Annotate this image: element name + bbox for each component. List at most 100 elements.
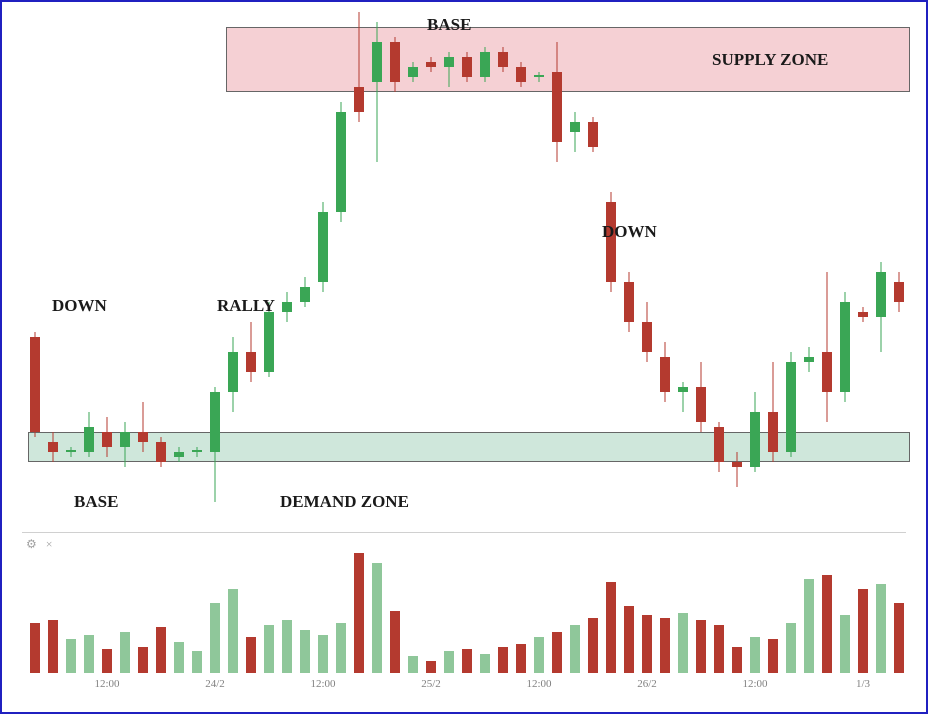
candlestick: [678, 12, 688, 512]
candlestick: [228, 12, 238, 512]
candlestick: [120, 12, 130, 512]
candlestick: [84, 12, 94, 512]
volume-bar: [462, 649, 472, 673]
volume-bar: [786, 623, 796, 673]
candlestick: [498, 12, 508, 512]
x-axis: 12:0024/212:0025/212:0026/212:001/3: [22, 674, 906, 704]
candlestick: [588, 12, 598, 512]
volume-bar: [480, 654, 490, 673]
candlestick: [336, 12, 346, 512]
xaxis-tick-label: 26/2: [637, 678, 657, 690]
volume-bar: [444, 651, 454, 673]
candlestick: [30, 12, 40, 512]
candlestick: [156, 12, 166, 512]
volume-bar: [570, 625, 580, 673]
candlestick: [534, 12, 544, 512]
volume-bar: [336, 623, 346, 673]
annotation-label: BASE: [427, 15, 471, 35]
volume-bar: [408, 656, 418, 673]
candlestick: [426, 12, 436, 512]
candlestick: [390, 12, 400, 512]
volume-bar: [174, 642, 184, 673]
volume-bar: [894, 603, 904, 673]
volume-bar: [426, 661, 436, 673]
candlestick: [516, 12, 526, 512]
annotation-label: DOWN: [602, 222, 657, 242]
annotation-label: RALLY: [217, 296, 275, 316]
volume-bar: [102, 649, 112, 673]
volume-bar: [606, 582, 616, 673]
candlestick: [552, 12, 562, 512]
volume-bar: [48, 620, 58, 673]
volume-bar: [300, 630, 310, 673]
volume-bar: [732, 647, 742, 673]
candlestick: [876, 12, 886, 512]
volume-bar: [210, 603, 220, 673]
volume-bar: [498, 647, 508, 673]
chart-frame: BASESUPPLY ZONEDOWNRALLYDOWNBASEDEMAND Z…: [0, 0, 928, 714]
volume-bar: [138, 647, 148, 673]
volume-bar: [840, 615, 850, 673]
gear-icon[interactable]: ⚙: [26, 537, 37, 551]
volume-bar: [390, 611, 400, 673]
volume-bar: [660, 618, 670, 673]
volume-bar: [642, 615, 652, 673]
annotation-label: DOWN: [52, 296, 107, 316]
volume-bar: [858, 589, 868, 673]
xaxis-tick-label: 12:00: [310, 678, 335, 690]
candlestick: [822, 12, 832, 512]
candlestick: [408, 12, 418, 512]
volume-bar: [552, 632, 562, 673]
volume-bar: [516, 644, 526, 673]
candlestick: [642, 12, 652, 512]
annotation-label: SUPPLY ZONE: [712, 50, 828, 70]
candlestick: [480, 12, 490, 512]
candlestick: [624, 12, 634, 512]
candlestick: [858, 12, 868, 512]
volume-bar: [156, 627, 166, 673]
candlestick: [894, 12, 904, 512]
volume-bar: [534, 637, 544, 673]
volume-bar: [264, 625, 274, 673]
volume-bar: [876, 584, 886, 673]
volume-bar: [588, 618, 598, 673]
volume-bar: [84, 635, 94, 673]
candlestick: [768, 12, 778, 512]
candlestick: [840, 12, 850, 512]
volume-bar: [66, 639, 76, 673]
candlestick: [660, 12, 670, 512]
xaxis-tick-label: 25/2: [421, 678, 441, 690]
close-icon[interactable]: ×: [46, 537, 53, 551]
volume-bar: [120, 632, 130, 673]
candlestick: [606, 12, 616, 512]
xaxis-tick-label: 24/2: [205, 678, 225, 690]
candlestick: [750, 12, 760, 512]
candlestick: [372, 12, 382, 512]
volume-bar: [768, 639, 778, 673]
volume-bar: [678, 613, 688, 673]
candlestick: [804, 12, 814, 512]
xaxis-tick-label: 12:00: [94, 678, 119, 690]
candlestick: [354, 12, 364, 512]
candlestick: [444, 12, 454, 512]
candlestick: [714, 12, 724, 512]
candlestick: [462, 12, 472, 512]
candlestick: [102, 12, 112, 512]
xaxis-tick-label: 12:00: [742, 678, 767, 690]
volume-panel: ⚙ ×: [22, 532, 906, 673]
volume-bar: [192, 651, 202, 673]
candlestick: [192, 12, 202, 512]
volume-bar: [354, 553, 364, 673]
candlestick: [264, 12, 274, 512]
volume-bar: [822, 575, 832, 673]
candlestick: [696, 12, 706, 512]
volume-bar: [624, 606, 634, 673]
candlestick: [318, 12, 328, 512]
candlestick: [282, 12, 292, 512]
candlestick: [138, 12, 148, 512]
candlestick: [246, 12, 256, 512]
candlestick: [174, 12, 184, 512]
volume-bar: [804, 579, 814, 673]
candlestick: [66, 12, 76, 512]
panel-toolbar: ⚙ ×: [26, 537, 53, 552]
